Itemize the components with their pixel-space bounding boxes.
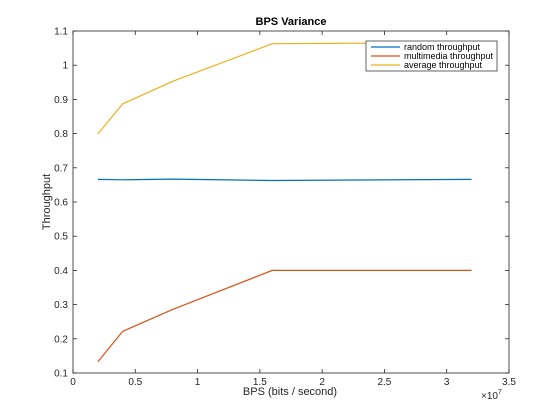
x-tick-label: 0.5 (128, 377, 142, 388)
y-tick-label: 0.7 (54, 163, 68, 174)
x-axis-exponent-base: ×10 (481, 391, 498, 402)
series-layer (97, 42, 472, 363)
x-axis: 0 0.5 1 1.5 2 2.5 3 3.5 (70, 31, 516, 388)
x-tick-label: 2.5 (377, 377, 391, 388)
y-tick-label: 1.1 (54, 27, 68, 38)
y-tick-label: 0.3 (54, 300, 68, 311)
y-tick-label: 0.9 (54, 95, 68, 106)
y-tick-label: 1 (62, 61, 68, 72)
x-tick-label: 3 (444, 377, 450, 388)
x-axis-exponent: ×107 (481, 389, 502, 402)
legend-label-multimedia-throughput: multimedia throughput (404, 51, 494, 61)
chart-title: BPS Variance (256, 16, 327, 28)
x-tick-label: 2 (319, 377, 325, 388)
y-axis: 0.1 0.2 0.3 0.4 0.5 0.6 0.7 0.8 0.9 1 1.1 (54, 27, 509, 380)
legend-label-average-throughput: average throughput (404, 60, 483, 70)
y-tick-label: 0.5 (54, 232, 68, 243)
x-axis-label: BPS (bits / second) (243, 386, 337, 398)
x-tick-label: 1.5 (253, 377, 267, 388)
x-tick-label: 3.5 (502, 377, 516, 388)
y-tick-label: 0.2 (54, 334, 68, 345)
plot-area (73, 31, 509, 373)
y-tick-label: 0.1 (54, 369, 68, 380)
series-line-average-throughput (97, 42, 472, 135)
series-line-multimedia-throughput (97, 269, 472, 363)
legend-label-random-throughput: random throughput (404, 42, 481, 52)
y-tick-label: 0.4 (54, 266, 68, 277)
series-line-random-throughput (97, 178, 472, 182)
y-tick-label: 0.8 (54, 129, 68, 140)
x-tick-label: 1 (195, 377, 201, 388)
y-axis-label: Throughput (41, 174, 53, 230)
x-axis-exponent-power: 7 (498, 389, 502, 396)
x-tick-label: 0 (70, 377, 76, 388)
y-tick-label: 0.6 (54, 198, 68, 209)
